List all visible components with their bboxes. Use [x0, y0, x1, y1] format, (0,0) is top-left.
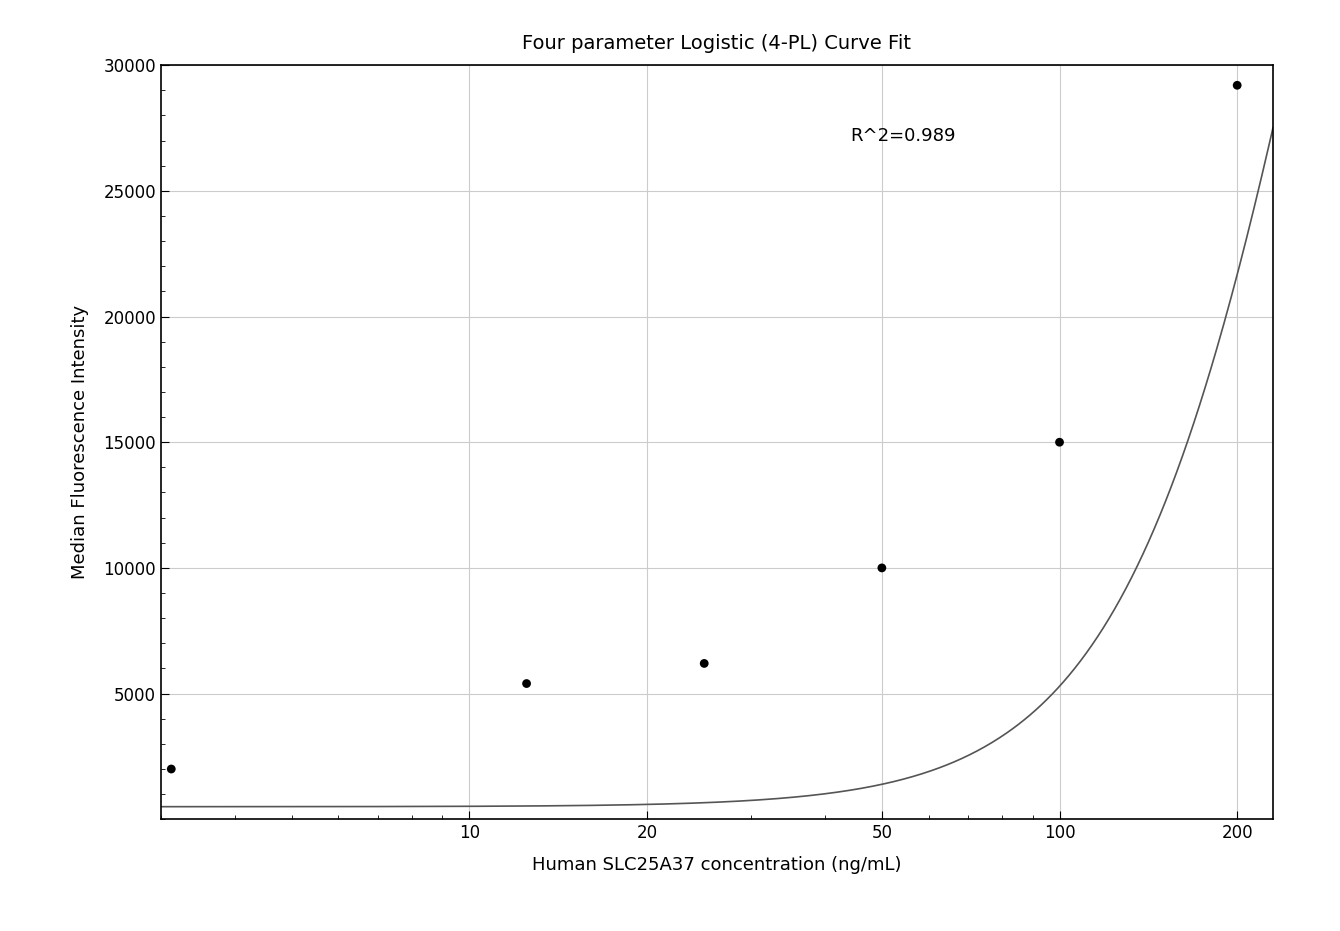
Point: [1226, 78, 1248, 93]
Point: [516, 676, 537, 691]
Point: [1049, 435, 1071, 450]
X-axis label: Human SLC25A37 concentration (ng/mL): Human SLC25A37 concentration (ng/mL): [532, 856, 902, 874]
Point: [694, 656, 716, 671]
Point: [161, 762, 182, 776]
Y-axis label: Median Fluorescence Intensity: Median Fluorescence Intensity: [71, 305, 90, 579]
Point: [871, 560, 892, 575]
Text: R^2=0.989: R^2=0.989: [851, 127, 955, 144]
Title: Four parameter Logistic (4-PL) Curve Fit: Four parameter Logistic (4-PL) Curve Fit: [523, 34, 911, 52]
